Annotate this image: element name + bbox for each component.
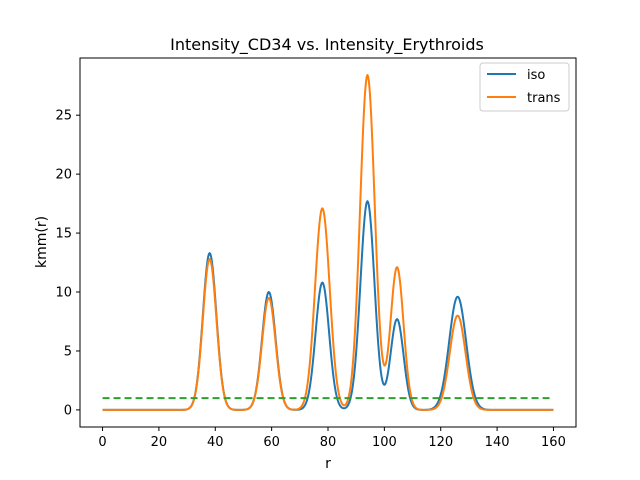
y-tick-label: 10 — [55, 286, 72, 301]
y-tick-label: 20 — [55, 168, 72, 183]
y-tick-label: 15 — [55, 227, 72, 242]
y-tick-label: 5 — [64, 344, 72, 359]
x-tick-label: 80 — [320, 435, 337, 450]
y-tick-label: 0 — [64, 403, 72, 418]
series-line-iso — [102, 200, 554, 411]
x-tick-label: 0 — [98, 435, 106, 450]
y-axis-title: kmm(r) — [34, 216, 50, 268]
x-tick-label: 60 — [263, 435, 280, 450]
legend: iso trans — [479, 62, 570, 112]
chart-title: Intensity_CD34 vs. Intensity_Erythroids — [170, 35, 484, 55]
series-line-trans — [102, 74, 554, 411]
plot-area-frame — [79, 57, 577, 428]
x-tick-label: 40 — [207, 435, 224, 450]
x-tick-label: 120 — [428, 435, 453, 450]
x-tick-label: 160 — [541, 435, 566, 450]
x-tick-label: 100 — [372, 435, 397, 450]
y-axis: 0 5 10 15 20 25 — [55, 109, 80, 418]
y-tick-label: 25 — [55, 109, 72, 124]
x-axis: 0 20 40 60 80 100 120 140 160 — [98, 427, 566, 450]
plot-lines — [102, 74, 554, 411]
x-axis-title: r — [325, 456, 331, 472]
x-tick-label: 20 — [151, 435, 168, 450]
x-tick-label: 140 — [485, 435, 510, 450]
legend-label-iso: iso — [527, 68, 545, 83]
legend-label-trans: trans — [527, 91, 561, 106]
